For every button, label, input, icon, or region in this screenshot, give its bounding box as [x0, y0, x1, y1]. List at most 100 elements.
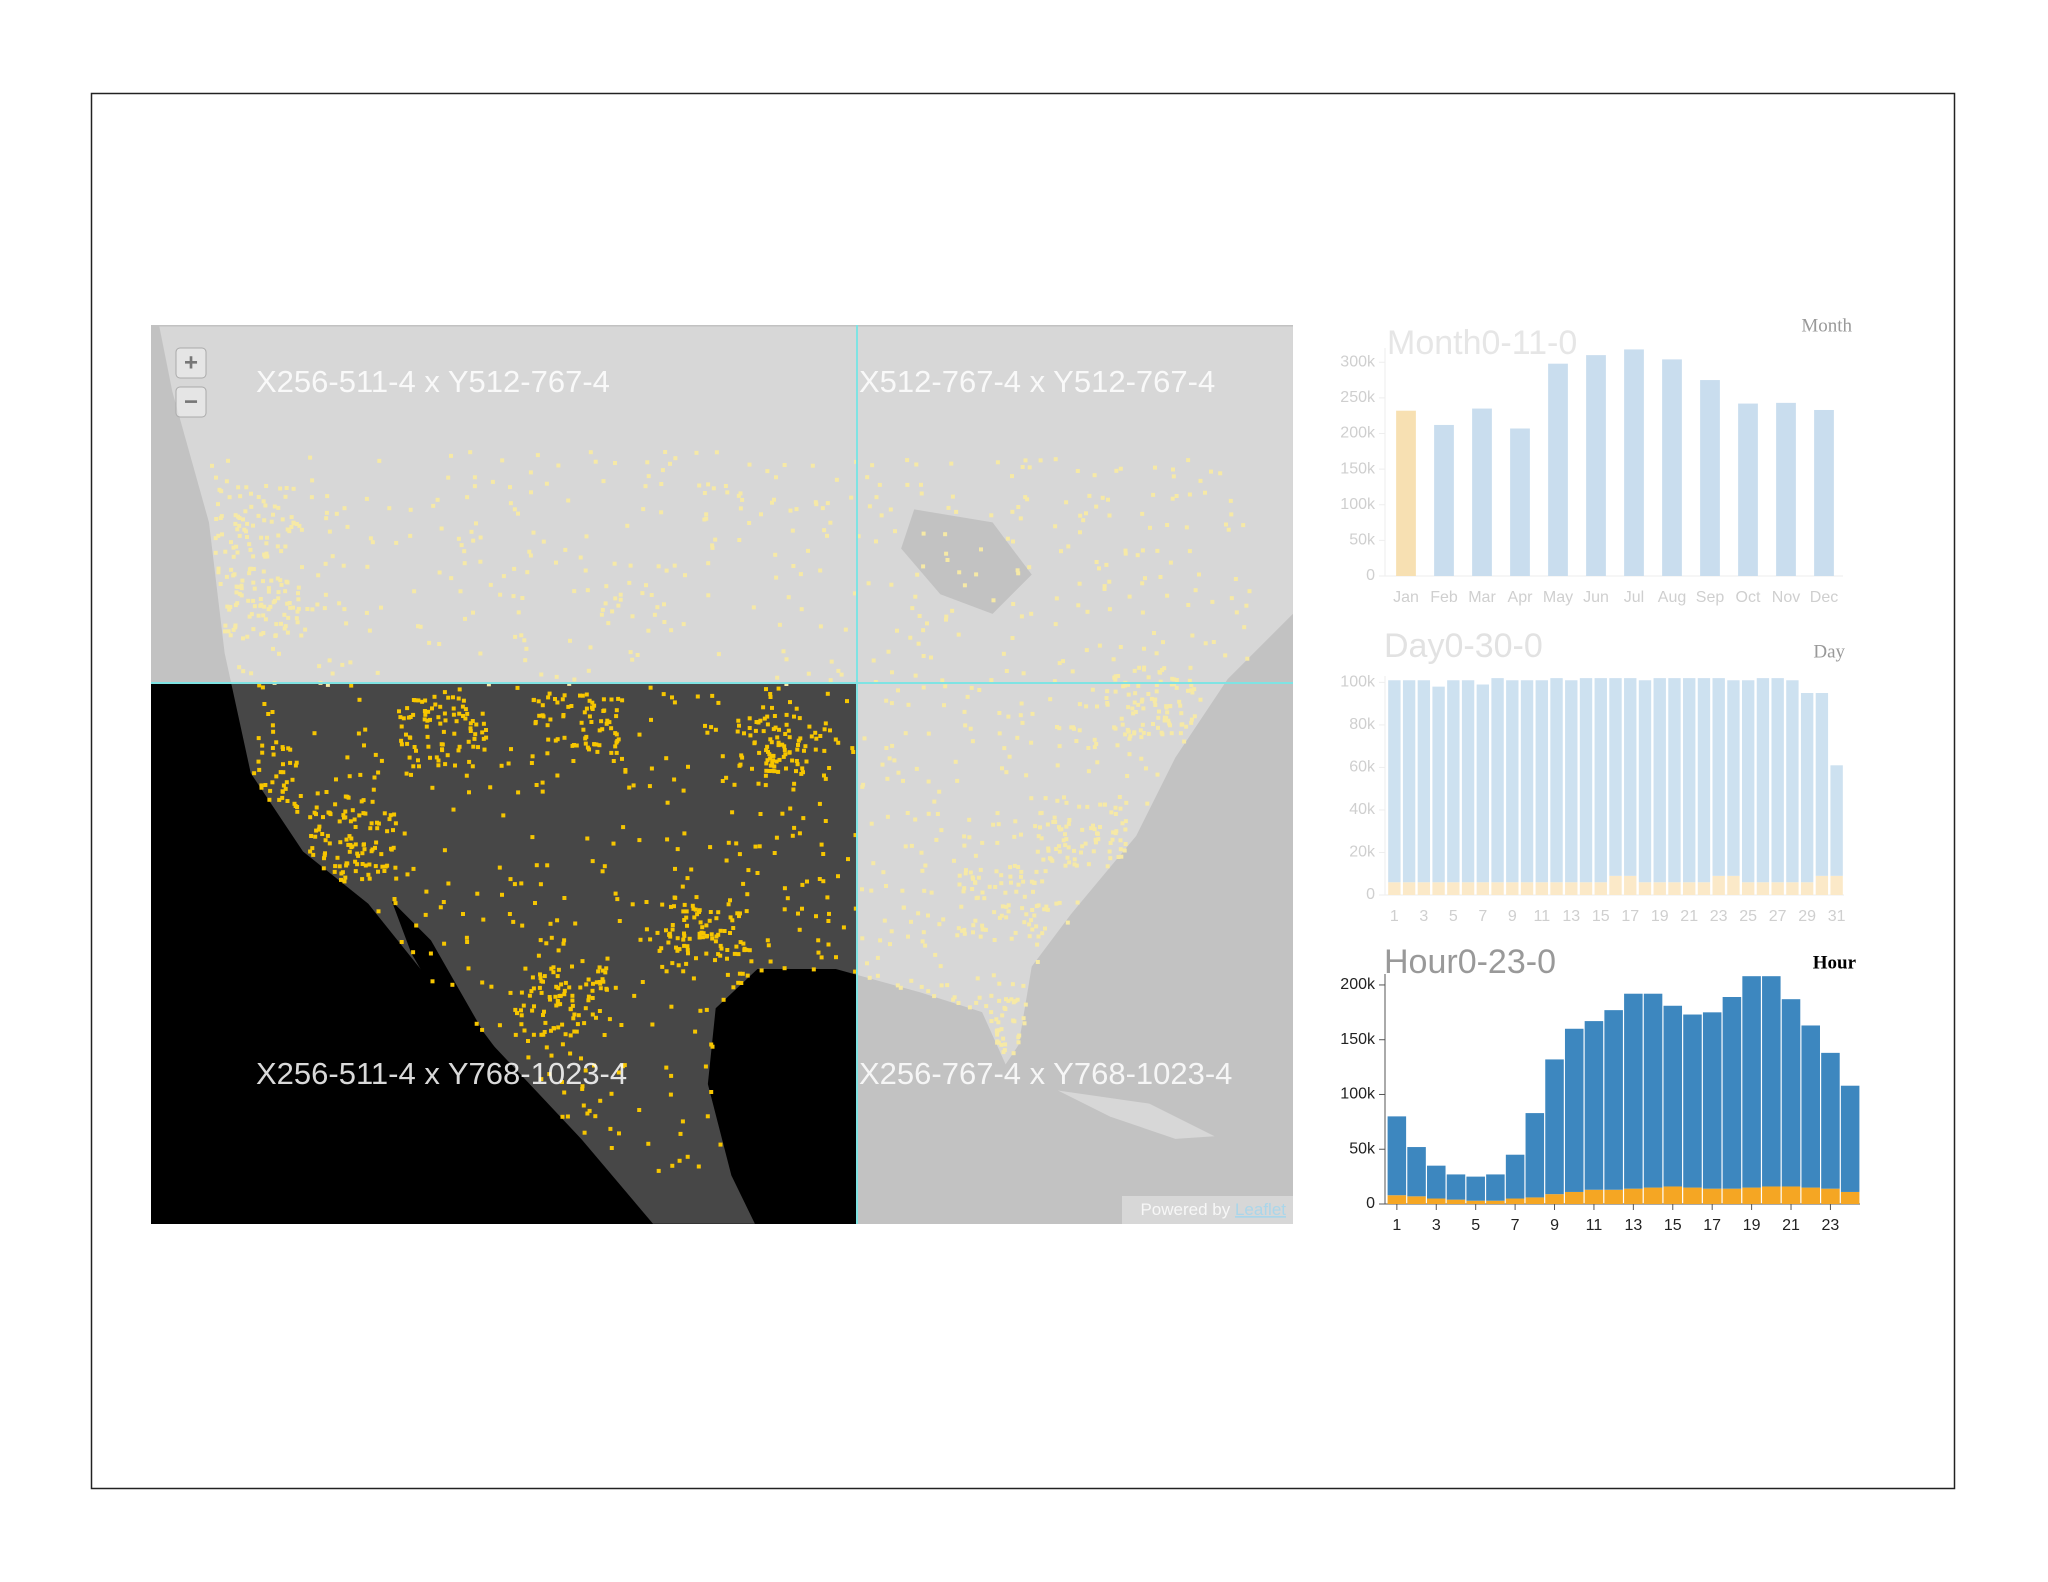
map-point — [262, 604, 267, 609]
map-point — [687, 936, 692, 941]
map-point — [792, 781, 797, 786]
map-point — [464, 935, 469, 940]
map-point — [298, 794, 303, 798]
map-point — [618, 592, 623, 597]
map-point — [274, 774, 279, 779]
map-point — [1131, 711, 1136, 716]
map-point — [597, 743, 602, 748]
attribution-link[interactable]: Leaflet — [1235, 1200, 1286, 1219]
map-point — [295, 609, 300, 614]
map-point — [610, 609, 615, 614]
map-point — [753, 844, 758, 849]
map-point — [1000, 904, 1005, 909]
map-point — [531, 530, 536, 535]
map-point — [860, 784, 865, 789]
map-point — [214, 517, 219, 521]
map-point — [1148, 525, 1152, 530]
map-point — [411, 764, 416, 769]
map-point — [1105, 864, 1110, 869]
zoom-in-button[interactable] — [175, 347, 207, 379]
map-point — [418, 624, 423, 629]
map-point — [545, 863, 550, 868]
map-point — [1027, 922, 1032, 927]
map-point — [783, 752, 788, 757]
map-point — [684, 961, 689, 966]
map-point — [562, 938, 567, 943]
map-point — [989, 1019, 994, 1024]
map-point — [1011, 539, 1015, 544]
bar-segment — [1609, 875, 1622, 895]
map-point — [583, 1068, 588, 1073]
map-point — [709, 1042, 714, 1047]
map-point — [734, 944, 739, 949]
map-point — [294, 616, 299, 621]
map-point — [271, 729, 276, 734]
chart-label: Month — [1801, 315, 1852, 336]
x-tick-label: 15 — [1664, 1217, 1682, 1234]
map-point — [1019, 869, 1024, 874]
map-point — [607, 1017, 612, 1022]
map-point — [286, 615, 291, 620]
map-point — [726, 840, 731, 845]
map-point — [587, 1108, 592, 1113]
map-point — [1234, 610, 1239, 615]
zoom-in-icon[interactable]: + — [184, 349, 198, 376]
map-point — [765, 744, 770, 749]
map-point — [529, 761, 534, 765]
map-point — [1065, 920, 1070, 925]
map-point — [1078, 513, 1083, 518]
map-point — [1036, 934, 1041, 939]
map-point — [310, 846, 315, 851]
map-point — [546, 737, 551, 742]
map-point — [696, 1164, 701, 1169]
zoom-out-button[interactable] — [175, 386, 207, 418]
map-point — [482, 747, 487, 752]
map-point — [608, 1126, 613, 1131]
map-point — [529, 490, 533, 495]
map-point — [259, 602, 264, 607]
map-point — [697, 483, 702, 488]
bar-segment — [1505, 1198, 1525, 1204]
map-point — [256, 613, 261, 618]
map-point — [860, 936, 865, 941]
map-point — [731, 985, 736, 990]
map-point — [556, 463, 561, 468]
map-point — [764, 768, 769, 773]
map-point — [737, 971, 742, 976]
map-point — [363, 811, 368, 816]
map-point — [516, 511, 520, 516]
map-point — [218, 516, 223, 520]
map-point — [784, 712, 789, 717]
map-point — [576, 1013, 581, 1018]
map-point — [1108, 856, 1113, 861]
map-point — [364, 496, 369, 501]
map-point — [1016, 1040, 1021, 1045]
map[interactable]: X256-511-4 x Y512-767-4 X512-767-4 x Y51… — [151, 325, 1293, 1224]
map-point — [1084, 648, 1089, 653]
map-point — [919, 850, 924, 855]
map-point — [555, 700, 560, 705]
map-point — [245, 634, 250, 639]
map-point — [648, 685, 653, 690]
map-point — [362, 847, 367, 852]
map-point — [605, 956, 610, 961]
map-point — [730, 918, 735, 923]
map-point — [744, 947, 749, 952]
map-point — [523, 966, 528, 971]
x-tick-label: Jan — [1393, 589, 1419, 606]
y-tick-label: 80k — [1349, 716, 1376, 733]
map-point — [616, 603, 621, 608]
map-point — [865, 475, 870, 480]
map-point — [333, 802, 338, 807]
map-point — [486, 682, 491, 687]
map-point — [878, 938, 883, 943]
map-point — [673, 866, 677, 871]
map-point — [533, 901, 537, 905]
zoom-out-icon[interactable]: − — [184, 388, 198, 415]
map-point — [1229, 596, 1234, 601]
x-tick-label: 3 — [1419, 908, 1428, 925]
map-point — [620, 1064, 625, 1069]
map-point — [818, 568, 823, 573]
map-point — [383, 864, 388, 869]
bar-segment — [1800, 882, 1814, 895]
